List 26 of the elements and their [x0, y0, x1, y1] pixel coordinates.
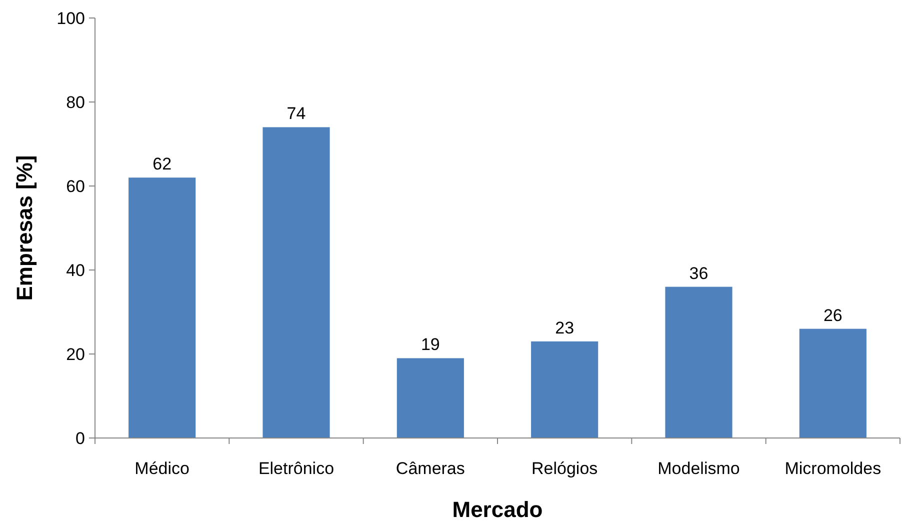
bar — [531, 341, 598, 438]
x-axis-title: Mercado — [452, 497, 543, 522]
y-tick-label: 0 — [76, 428, 85, 448]
x-tick-label: Câmeras — [396, 459, 465, 478]
y-tick-label: 80 — [66, 92, 85, 112]
y-tick-label: 20 — [66, 344, 85, 364]
bar — [799, 328, 866, 438]
bar — [396, 358, 464, 438]
x-tick-label: Relógios — [532, 459, 598, 478]
y-tick-label: 100 — [56, 8, 85, 28]
x-tick-label: Médico — [134, 459, 190, 478]
bar — [665, 286, 732, 438]
y-tick-label: 60 — [66, 176, 85, 196]
data-label: 36 — [689, 264, 708, 283]
data-label: 23 — [555, 318, 574, 338]
y-tick-label: 40 — [66, 260, 85, 280]
bar — [128, 178, 196, 438]
x-tick-label: Eletrônico — [258, 459, 334, 478]
data-label: 62 — [152, 154, 172, 174]
data-label: 26 — [823, 306, 842, 325]
data-label: 74 — [286, 104, 306, 124]
x-tick-label: Modelismo — [658, 459, 740, 478]
x-tick-label: Micromoldes — [784, 459, 882, 478]
data-label: 19 — [420, 335, 440, 354]
bar — [262, 127, 330, 438]
y-axis-title: Empresas [%] — [12, 155, 37, 301]
